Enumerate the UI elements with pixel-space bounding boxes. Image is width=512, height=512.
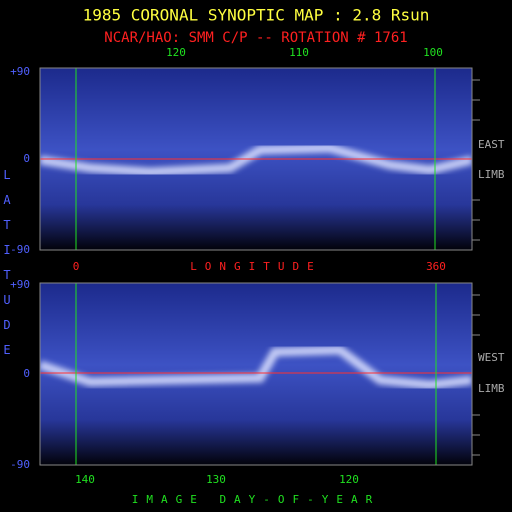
- longitude-label: LONGITUDE: [190, 260, 322, 273]
- side-label: WEST: [478, 351, 505, 364]
- x-tick-label: 120: [339, 473, 359, 486]
- streamer-band: [40, 143, 472, 177]
- equator-line: [40, 158, 472, 374]
- y-tick-label: -90: [10, 243, 30, 256]
- streamer-band: [40, 345, 472, 390]
- frame-ticks: [39, 67, 480, 466]
- x-axis-label: IMAGE DAY-OF-YEAR: [132, 493, 381, 506]
- y-tick-label: +90: [10, 65, 30, 78]
- x-tick-label: 140: [75, 473, 95, 486]
- boundary-line: [75, 68, 437, 465]
- side-label: LIMB: [478, 382, 505, 395]
- side-label: LIMB: [478, 168, 505, 181]
- y-tick-label: 0: [23, 152, 30, 165]
- y-tick-label: -90: [10, 458, 30, 471]
- side-label: EAST: [478, 138, 505, 151]
- title: 1985 CORONAL SYNOPTIC MAP : 2.8 Rsun: [83, 6, 430, 25]
- x-tick-label: 110: [289, 46, 309, 59]
- y-axis-label: LATITUDE: [0, 168, 14, 368]
- x-tick-label: 100: [423, 46, 443, 59]
- subtitle: NCAR/HAO: SMM C/P -- ROTATION # 1761: [104, 30, 407, 46]
- y-tick-label: +90: [10, 278, 30, 291]
- longitude-tick: 360: [426, 260, 446, 273]
- y-tick-label: 0: [23, 367, 30, 380]
- x-tick-label: 120: [166, 46, 186, 59]
- longitude-tick: 0: [73, 260, 80, 273]
- x-tick-label: 130: [206, 473, 226, 486]
